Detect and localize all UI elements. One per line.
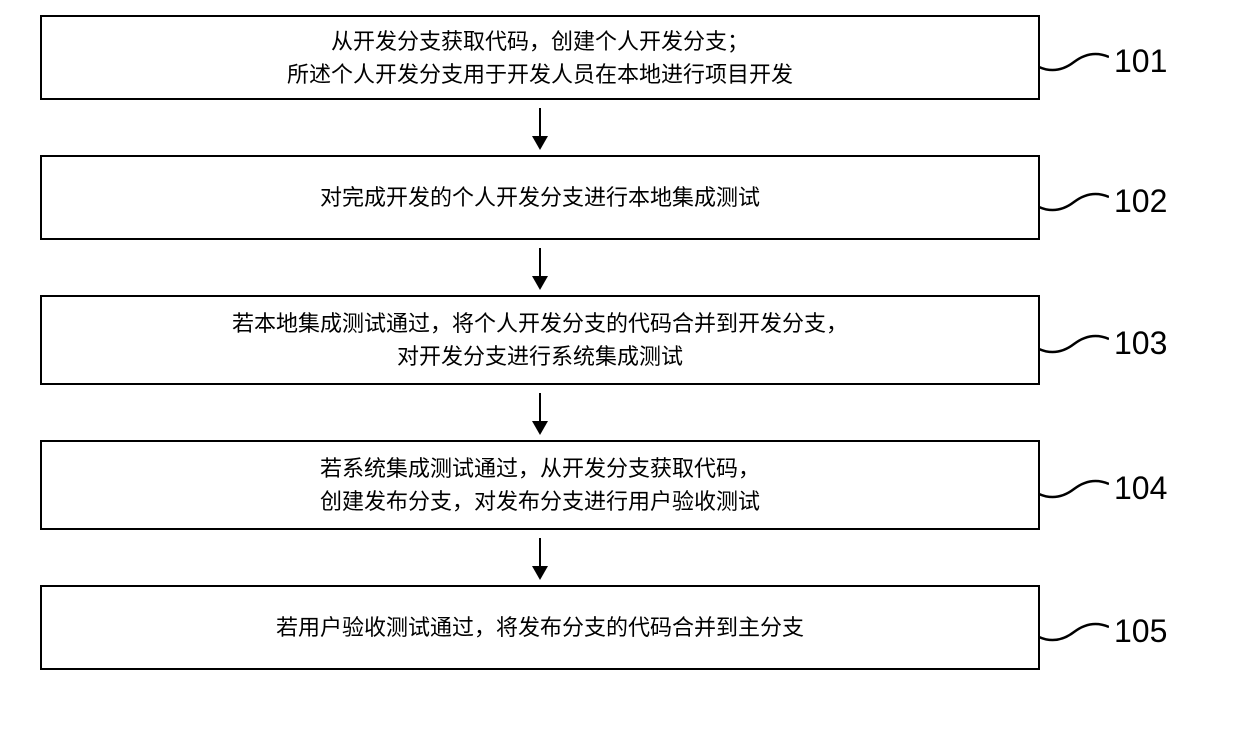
- step-number: 104: [1114, 470, 1167, 507]
- step-number: 101: [1114, 43, 1167, 80]
- flow-box-103: 若本地集成测试通过，将个人开发分支的代码合并到开发分支， 对开发分支进行系统集成…: [40, 295, 1040, 385]
- connector-curve-icon: [1039, 617, 1109, 647]
- flow-box-101: 从开发分支获取代码，创建个人开发分支； 所述个人开发分支用于开发人员在本地进行项…: [40, 15, 1040, 100]
- connector-curve-icon: [1039, 329, 1109, 359]
- box-text: 若系统集成测试通过，从开发分支获取代码，: [320, 452, 760, 485]
- box-text: 对开发分支进行系统集成测试: [397, 340, 683, 373]
- connector-curve-icon: [1039, 47, 1109, 77]
- flow-box-105: 若用户验收测试通过，将发布分支的代码合并到主分支: [40, 585, 1040, 670]
- box-text: 对完成开发的个人开发分支进行本地集成测试: [320, 181, 760, 214]
- flow-box-102: 对完成开发的个人开发分支进行本地集成测试: [40, 155, 1040, 240]
- label-101: 101: [1039, 43, 1167, 80]
- box-text: 若本地集成测试通过，将个人开发分支的代码合并到开发分支，: [232, 307, 848, 340]
- arrow-103-104: [40, 385, 1040, 440]
- label-102: 102: [1039, 183, 1167, 220]
- flow-box-104: 若系统集成测试通过，从开发分支获取代码， 创建发布分支，对发布分支进行用户验收测…: [40, 440, 1040, 530]
- box-text: 创建发布分支，对发布分支进行用户验收测试: [320, 485, 760, 518]
- arrow-101-102: [40, 100, 1040, 155]
- arrow-102-103: [40, 240, 1040, 295]
- step-number: 103: [1114, 325, 1167, 362]
- label-104: 104: [1039, 470, 1167, 507]
- label-103: 103: [1039, 325, 1167, 362]
- flowchart-container: 从开发分支获取代码，创建个人开发分支； 所述个人开发分支用于开发人员在本地进行项…: [40, 15, 1040, 670]
- step-number: 105: [1114, 613, 1167, 650]
- arrow-104-105: [40, 530, 1040, 585]
- connector-curve-icon: [1039, 187, 1109, 217]
- connector-curve-icon: [1039, 474, 1109, 504]
- box-text: 若用户验收测试通过，将发布分支的代码合并到主分支: [276, 611, 804, 644]
- label-105: 105: [1039, 613, 1167, 650]
- step-number: 102: [1114, 183, 1167, 220]
- box-text: 所述个人开发分支用于开发人员在本地进行项目开发: [287, 58, 793, 91]
- box-text: 从开发分支获取代码，创建个人开发分支；: [331, 25, 749, 58]
